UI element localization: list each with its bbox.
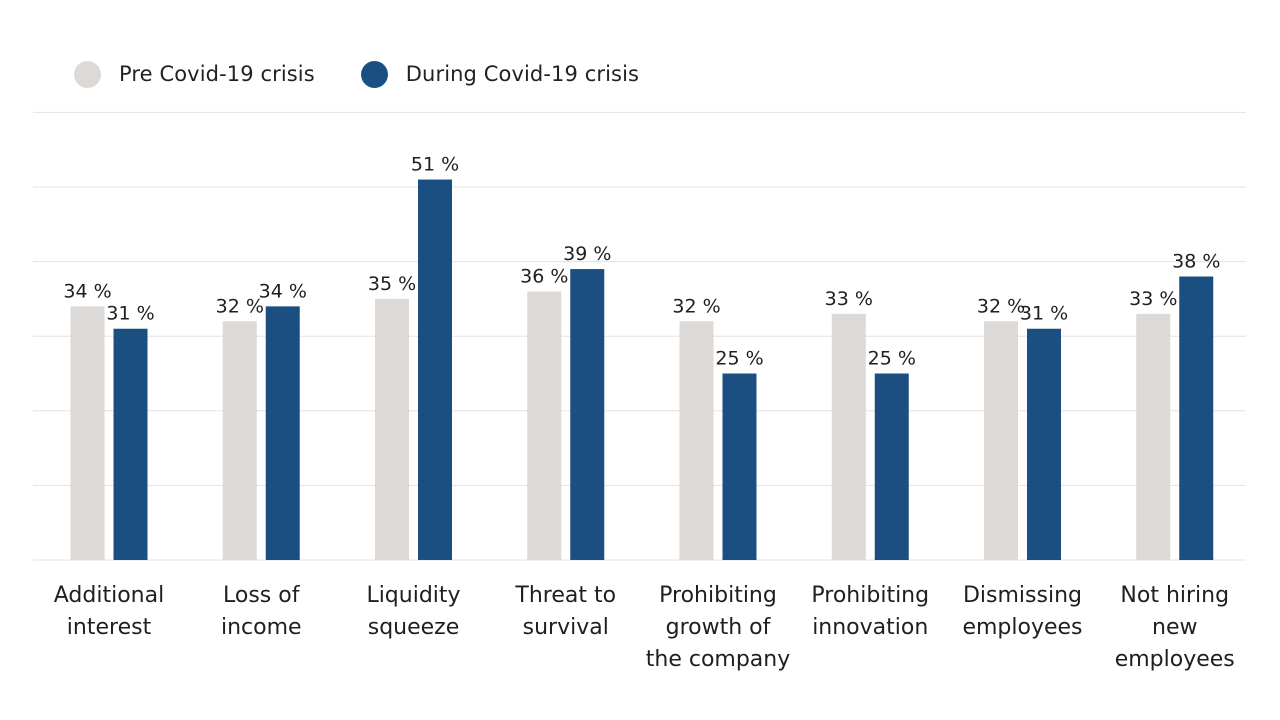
bar-series-0-cat-7 (1136, 313, 1171, 560)
bar-series-0-cat-5 (831, 313, 866, 560)
category-label-line-6-1: employees (962, 615, 1082, 640)
bar-series-0-cat-1 (222, 321, 257, 560)
value-label-series-0-cat-3: 36 % (520, 265, 568, 287)
value-label-series-0-cat-4: 32 % (672, 295, 720, 317)
category-label-line-4-2: the company (646, 647, 791, 672)
value-label-series-1-cat-2: 51 % (411, 154, 459, 176)
category-label-line-0-1: interest (67, 615, 152, 640)
legend-swatch-during-covid-icon (360, 60, 388, 88)
legend-label-pre-covid: Pre Covid-19 crisis (119, 62, 315, 86)
bar-series-1-cat-5 (874, 373, 909, 560)
category-label-line-0-0: Additional (54, 583, 164, 608)
bar-series-1-cat-1 (265, 306, 300, 560)
bar-series-1-cat-7 (1179, 276, 1214, 560)
value-label-series-1-cat-0: 31 % (106, 303, 154, 325)
bar-series-1-cat-0 (113, 328, 148, 560)
category-label-line-5-1: innovation (812, 615, 928, 640)
category-label-2: Liquidity squeeze (366, 583, 460, 640)
category-label-line-7-1: new (1152, 615, 1197, 640)
legend-label-during-covid: During Covid-19 crisis (405, 62, 640, 86)
legend-swatch-pre-covid-icon (74, 60, 101, 88)
bar-series-1-cat-2 (418, 179, 452, 561)
bar-series-1-cat-6 (1027, 328, 1061, 560)
bar-series-0-cat-4 (679, 321, 714, 560)
value-label-series-1-cat-6: 31 % (1020, 303, 1068, 325)
category-label-line-1-1: income (221, 615, 302, 640)
legend-item-during-covid: During Covid-19 crisis (360, 60, 640, 88)
category-label-line-7-0: Not hiring (1120, 583, 1229, 608)
value-label-series-0-cat-0: 34 % (63, 280, 111, 302)
bar-series-0-cat-2 (375, 298, 409, 560)
category-label-4: Prohibiting growth of the company (646, 583, 791, 672)
category-label-line-3-0: Threat to (514, 583, 616, 608)
value-label-series-1-cat-3: 39 % (563, 243, 611, 265)
value-label-series-0-cat-2: 35 % (368, 273, 416, 295)
category-label-line-2-1: squeeze (368, 615, 460, 640)
legend: Pre Covid-19 crisis During Covid-19 cris… (74, 58, 685, 90)
category-label-0: Additional interest (54, 583, 164, 640)
bar-series-0-cat-0 (70, 306, 105, 560)
category-label-line-4-1: growth of (666, 615, 772, 640)
category-label-5: Prohibiting innovation (811, 583, 929, 640)
category-label-line-2-0: Liquidity (366, 583, 460, 608)
value-label-series-1-cat-4: 25 % (715, 348, 763, 370)
value-label-series-0-cat-1: 32 % (216, 295, 264, 317)
category-label-line-3-1: survival (523, 615, 609, 640)
bar-series-1-cat-4 (722, 373, 757, 560)
category-label-1: Loss of income (221, 583, 302, 640)
value-label-series-0-cat-6: 32 % (977, 295, 1025, 317)
value-label-series-0-cat-7: 33 % (1129, 288, 1177, 310)
category-label-line-5-0: Prohibiting (811, 583, 929, 608)
bar-series-0-cat-6 (984, 321, 1018, 560)
category-label-3: Threat to survival (514, 583, 616, 640)
category-label-7: Not hiring new employees (1115, 583, 1235, 672)
category-label-line-1-0: Loss of (223, 583, 301, 608)
category-label-line-4-0: Prohibiting (659, 583, 777, 608)
legend-item-pre-covid: Pre Covid-19 crisis (74, 60, 315, 88)
category-label-line-7-2: employees (1115, 647, 1235, 672)
value-label-series-1-cat-1: 34 % (259, 280, 307, 302)
category-label-line-6-0: Dismissing (963, 583, 1082, 608)
value-label-series-0-cat-5: 33 % (825, 288, 873, 310)
category-label-6: Dismissing employees (962, 583, 1082, 640)
value-label-series-1-cat-7: 38 % (1172, 251, 1220, 273)
value-label-series-1-cat-5: 25 % (868, 348, 916, 370)
bar-series-1-cat-3 (570, 269, 605, 560)
bar-series-0-cat-3 (527, 291, 562, 560)
